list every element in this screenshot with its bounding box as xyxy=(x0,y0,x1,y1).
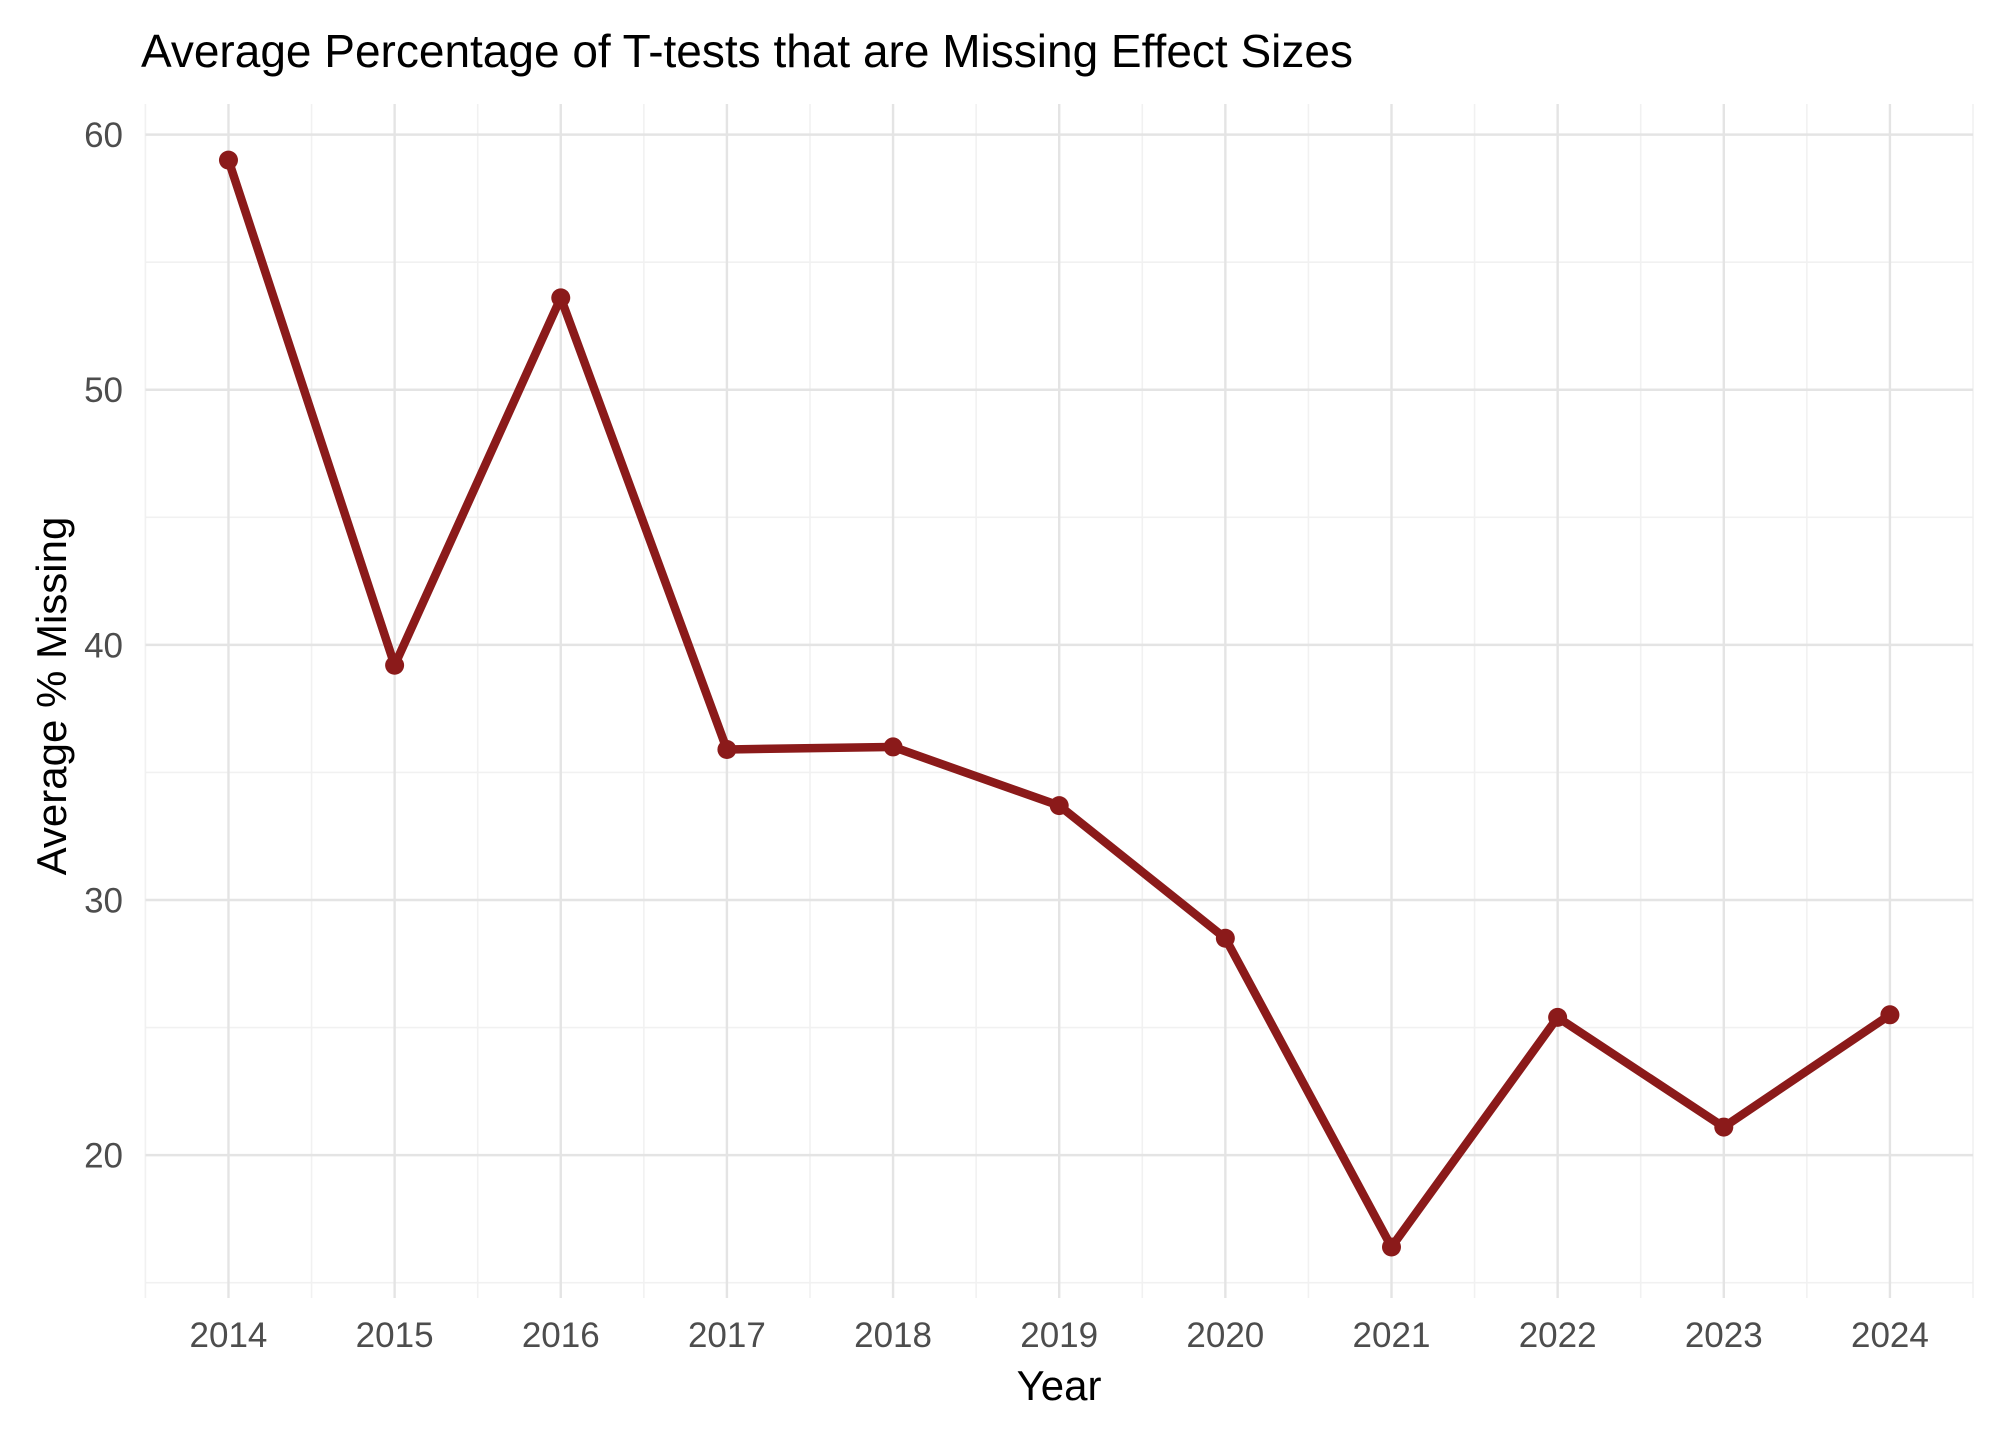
data-point-2018 xyxy=(883,737,903,757)
x-tick-label: 2015 xyxy=(356,1316,434,1355)
data-point-2019 xyxy=(1049,796,1069,816)
y-tick-label: 60 xyxy=(84,116,123,155)
chart-title: Average Percentage of T-tests that are M… xyxy=(141,25,1353,77)
x-tick-label: 2018 xyxy=(854,1316,932,1355)
x-tick-label: 2020 xyxy=(1186,1316,1264,1355)
x-tick-label: 2023 xyxy=(1685,1316,1763,1355)
x-tick-label: 2016 xyxy=(522,1316,600,1355)
data-point-2016 xyxy=(551,288,571,308)
data-point-2022 xyxy=(1548,1007,1568,1027)
x-tick-label: 2022 xyxy=(1519,1316,1597,1355)
y-tick-label: 30 xyxy=(84,882,123,921)
x-tick-label: 2024 xyxy=(1851,1316,1929,1355)
y-axis-title: Average % Missing xyxy=(28,516,75,876)
y-tick-label: 40 xyxy=(84,626,123,665)
data-point-2020 xyxy=(1215,928,1235,948)
data-point-2024 xyxy=(1880,1005,1900,1025)
y-tick-label: 50 xyxy=(84,371,123,410)
data-point-2023 xyxy=(1714,1117,1734,1137)
data-point-2017 xyxy=(717,739,737,759)
data-point-2015 xyxy=(385,655,405,675)
data-point-2014 xyxy=(218,150,238,170)
x-tick-label: 2021 xyxy=(1353,1316,1431,1355)
y-tick-label: 20 xyxy=(84,1137,123,1176)
x-axis-title: Year xyxy=(1016,1362,1102,1409)
x-tick-label: 2017 xyxy=(688,1316,766,1355)
x-tick-label: 2019 xyxy=(1020,1316,1098,1355)
data-point-2021 xyxy=(1381,1237,1401,1257)
x-tick-label: 2014 xyxy=(190,1316,268,1355)
